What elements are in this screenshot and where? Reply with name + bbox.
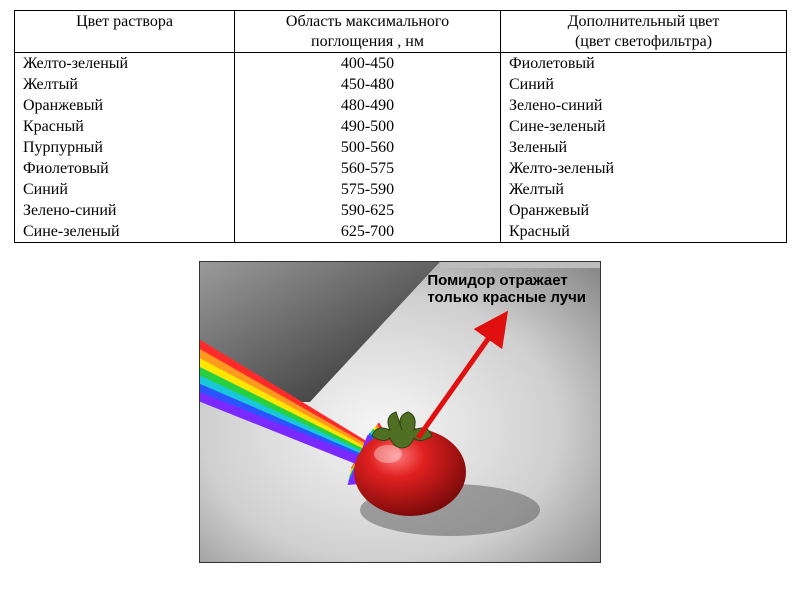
cell-solution-color: Зелено-синий: [15, 200, 235, 221]
cell-solution-color: Желтый: [15, 74, 235, 95]
cell-solution-color: Синий: [15, 179, 235, 200]
table-body: Желто-зеленый 400-450 Фиолетовый Желтый …: [15, 53, 787, 243]
table-row: Пурпурный 500-560 Зеленый: [15, 137, 787, 158]
figure-caption: Помидор отражает только красные лучи: [427, 272, 586, 307]
cell-complement-color: Желтый: [501, 179, 787, 200]
table-row: Сине-зеленый 625-700 Красный: [15, 221, 787, 243]
cell-absorption-range: 590-625: [235, 200, 501, 221]
cell-solution-color: Фиолетовый: [15, 158, 235, 179]
cell-complement-color: Зелено-синий: [501, 95, 787, 116]
table-header-row: Цвет раствора Область максимального погл…: [15, 11, 787, 53]
cell-absorption-range: 480-490: [235, 95, 501, 116]
cell-solution-color: Желто-зеленый: [15, 53, 235, 75]
tomato-scene-svg: [200, 262, 600, 562]
col-header-absorption-range: Область максимального поглощения , нм: [235, 11, 501, 53]
cell-absorption-range: 400-450: [235, 53, 501, 75]
table-row: Желтый 450-480 Синий: [15, 74, 787, 95]
cell-complement-color: Желто-зеленый: [501, 158, 787, 179]
cell-absorption-range: 575-590: [235, 179, 501, 200]
cell-absorption-range: 500-560: [235, 137, 501, 158]
cell-complement-color: Сине-зеленый: [501, 116, 787, 137]
cell-absorption-range: 450-480: [235, 74, 501, 95]
cell-complement-color: Синий: [501, 74, 787, 95]
col-header-solution-color: Цвет раствора: [15, 11, 235, 53]
table-row: Синий 575-590 Желтый: [15, 179, 787, 200]
cell-absorption-range: 625-700: [235, 221, 501, 243]
cell-solution-color: Пурпурный: [15, 137, 235, 158]
cell-complement-color: Зеленый: [501, 137, 787, 158]
ceiling-edge: [440, 262, 600, 268]
cell-absorption-range: 490-500: [235, 116, 501, 137]
cell-absorption-range: 560-575: [235, 158, 501, 179]
table-row: Желто-зеленый 400-450 Фиолетовый: [15, 53, 787, 75]
tomato-figure: Помидор отражает только красные лучи: [199, 261, 601, 563]
absorption-table: Цвет раствора Область максимального погл…: [14, 10, 787, 243]
table-row: Красный 490-500 Сине-зеленый: [15, 116, 787, 137]
cell-complement-color: Оранжевый: [501, 200, 787, 221]
cell-solution-color: Сине-зеленый: [15, 221, 235, 243]
table-row: Оранжевый 480-490 Зелено-синий: [15, 95, 787, 116]
table-row: Фиолетовый 560-575 Желто-зеленый: [15, 158, 787, 179]
cell-complement-color: Фиолетовый: [501, 53, 787, 75]
col-header-complement-color: Дополнительный цвет (цвет светофильтра): [501, 11, 787, 53]
cell-complement-color: Красный: [501, 221, 787, 243]
cell-solution-color: Оранжевый: [15, 95, 235, 116]
cell-solution-color: Красный: [15, 116, 235, 137]
table-row: Зелено-синий 590-625 Оранжевый: [15, 200, 787, 221]
